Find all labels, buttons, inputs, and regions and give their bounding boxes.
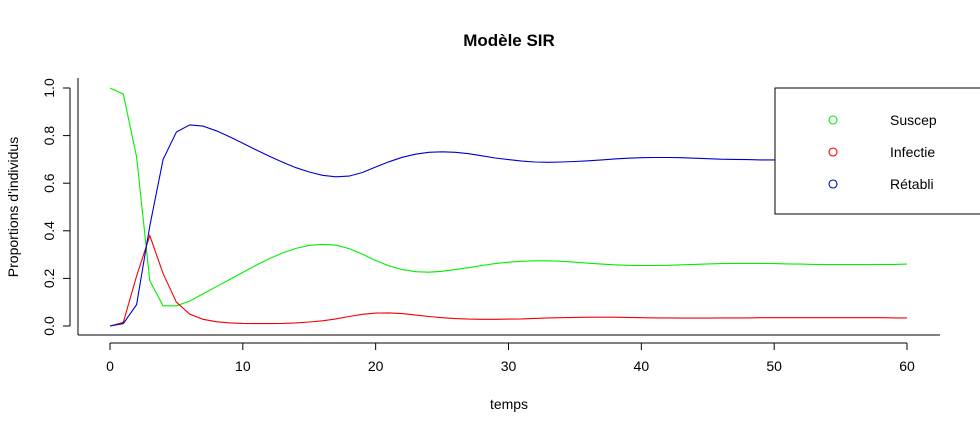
- legend: Suscep Infectie Rétabli: [774, 87, 980, 215]
- x-tick-label: 0: [106, 358, 114, 374]
- series-line-0: [109, 87, 908, 307]
- x-tick-label: 10: [235, 358, 251, 374]
- legend-marker-1: [828, 147, 838, 157]
- y-tick-label: 0.6: [41, 173, 57, 193]
- x-axis-label: temps: [490, 396, 528, 412]
- x-tick-label: 50: [766, 358, 782, 374]
- series-line-1: [109, 233, 907, 327]
- x-tick-label: 30: [501, 358, 517, 374]
- series-line-2: [109, 124, 907, 327]
- x-tick-label: 40: [634, 358, 650, 374]
- y-axis-label: Proportions d'individus: [5, 137, 21, 277]
- y-tick-label: 0.8: [41, 126, 57, 146]
- legend-marker-2: [828, 179, 838, 189]
- legend-label-0: Suscep: [890, 112, 937, 128]
- y-tick-label: 1.0: [41, 78, 57, 98]
- chart-title: Modèle SIR: [463, 31, 555, 50]
- y-axis: 0.0 0.2 0.4 0.6 0.8 1.0: [41, 78, 71, 336]
- legend-box: [774, 87, 980, 215]
- legend-label-2: Rétabli: [890, 176, 934, 192]
- y-tick-label: 0.0: [41, 316, 57, 336]
- legend-label-1: Infectie: [890, 144, 935, 160]
- y-tick-label: 0.2: [41, 268, 57, 288]
- plot-box: [77, 78, 940, 336]
- x-axis: 0 10 20 30 40 50 60: [106, 342, 915, 374]
- legend-marker-0: [828, 115, 838, 125]
- x-tick-label: 60: [899, 358, 915, 374]
- y-tick-label: 0.4: [41, 221, 57, 241]
- series-lines: [109, 87, 908, 327]
- x-tick-label: 20: [368, 358, 384, 374]
